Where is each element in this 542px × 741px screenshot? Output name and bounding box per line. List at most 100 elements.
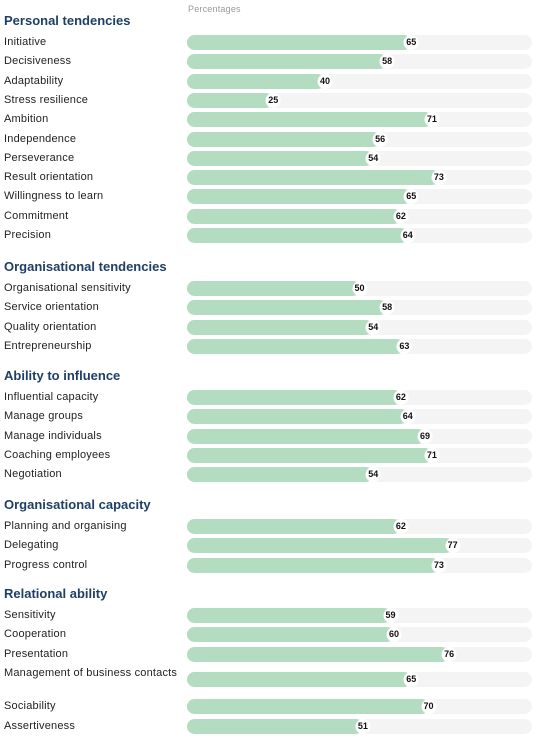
bar-value-marker xyxy=(417,428,433,444)
bar-value-label: 69 xyxy=(420,430,431,441)
bar-value-label: 64 xyxy=(402,411,413,422)
bar-value-marker xyxy=(379,300,395,316)
row-label: Decisiveness xyxy=(4,55,72,68)
row-label: Commitment xyxy=(4,209,69,222)
bar xyxy=(187,150,374,166)
section-heading: Relational ability xyxy=(4,586,108,601)
bar-value-label: 56 xyxy=(375,133,386,144)
row-label: Organisational sensitivity xyxy=(4,282,131,294)
bar-value-label: 62 xyxy=(395,392,406,402)
section-heading: Ability to influence xyxy=(4,368,121,383)
bar-value-marker xyxy=(403,35,419,50)
bar-track: 70 xyxy=(187,699,532,715)
bar-value-marker xyxy=(445,538,461,554)
bar-track: 51 xyxy=(187,718,532,734)
bar xyxy=(187,208,401,224)
bar-track: 62 xyxy=(187,519,532,534)
bar-value-label: 71 xyxy=(426,114,437,125)
bar-value-label: 64 xyxy=(402,230,413,240)
bar-value-marker xyxy=(365,467,381,483)
bar-track: 71 xyxy=(187,112,532,128)
row-label: Entrepreneurship xyxy=(4,339,92,352)
row-label: Management of business contacts xyxy=(4,666,178,679)
bar xyxy=(187,538,453,554)
bar-value-label: 54 xyxy=(368,321,379,332)
bar-track: 56 xyxy=(187,131,532,147)
bar-value-label: 60 xyxy=(388,629,400,640)
row-label: Quality orientation xyxy=(4,320,97,333)
bar xyxy=(187,646,450,662)
bar-value-marker xyxy=(396,338,412,354)
bar-track: 65 xyxy=(187,35,532,50)
section-heading: Organisational capacity xyxy=(4,497,151,512)
bar-value-marker xyxy=(365,150,381,166)
bar-value-marker xyxy=(403,671,419,687)
bar xyxy=(187,170,439,186)
bar-track: 50 xyxy=(187,281,532,296)
bar xyxy=(187,73,325,89)
bar-value-label: 65 xyxy=(406,673,417,684)
bar-track: 54 xyxy=(187,150,532,166)
row-label: Result orientation xyxy=(4,171,94,184)
row-label: Influential capacity xyxy=(4,391,99,403)
row-label: Delegating xyxy=(4,539,59,552)
row-label: Adaptability xyxy=(4,74,64,87)
row-label: Planning and organising xyxy=(4,520,127,532)
bar xyxy=(187,131,381,147)
bar xyxy=(187,718,363,734)
bar-value-marker xyxy=(317,73,333,89)
bar-track: 58 xyxy=(187,300,532,316)
bar-value-label: 65 xyxy=(406,191,417,202)
bar-value-label: 71 xyxy=(426,449,437,460)
bar-track: 25 xyxy=(187,92,532,108)
bar-track: 59 xyxy=(187,608,532,623)
bar-track: 54 xyxy=(187,319,532,335)
row-label: Initiative xyxy=(4,36,47,48)
bar-value-marker xyxy=(424,447,440,463)
section-heading: Organisational tendencies xyxy=(4,259,167,274)
bar-value-label: 62 xyxy=(395,210,406,221)
bar-track: 64 xyxy=(187,409,532,425)
bar xyxy=(187,54,388,70)
bar-track: 62 xyxy=(187,390,532,405)
bar xyxy=(187,338,405,354)
bar-value-marker xyxy=(355,718,371,734)
bar-value-marker xyxy=(431,557,447,573)
bar-track: 76 xyxy=(187,646,532,662)
bar-value-marker xyxy=(265,92,281,108)
bar-value-marker xyxy=(400,228,416,243)
bar-value-label: 73 xyxy=(433,559,444,570)
row-label: Coaching employees xyxy=(4,448,111,461)
bar-value-label: 40 xyxy=(319,75,331,86)
bar-value-marker xyxy=(386,627,402,643)
bar xyxy=(187,112,432,128)
bar-track: 40 xyxy=(187,73,532,89)
row-label: Presentation xyxy=(4,647,69,660)
bar-value-label: 59 xyxy=(385,610,396,620)
bar-value-label: 58 xyxy=(382,56,393,67)
row-label: Negotiation xyxy=(4,468,62,481)
row-label: Precision xyxy=(4,229,52,241)
bar-track: 71 xyxy=(187,447,532,463)
bar xyxy=(187,608,391,623)
bar-value-label: 51 xyxy=(357,720,368,731)
bar-value-label: 50 xyxy=(354,283,365,293)
bar-value-marker xyxy=(393,390,409,405)
bar-value-marker xyxy=(393,208,409,224)
bar xyxy=(187,467,374,483)
bar xyxy=(187,447,432,463)
row-label: Manage groups xyxy=(4,410,84,423)
bar xyxy=(187,699,429,715)
row-label: Service orientation xyxy=(4,301,99,314)
bar-track: 54 xyxy=(187,467,532,483)
bar-value-marker xyxy=(372,131,388,147)
row-label: Progress control xyxy=(4,558,88,571)
bar-value-marker xyxy=(441,646,457,662)
bar-value-marker xyxy=(365,319,381,335)
row-label: Willingness to learn xyxy=(4,190,104,203)
row-label: Independence xyxy=(4,132,77,145)
bar-track: 65 xyxy=(187,189,532,205)
bar-value-marker xyxy=(421,699,436,715)
bar-track: 73 xyxy=(187,170,532,186)
section-heading: Personal tendencies xyxy=(4,13,131,28)
